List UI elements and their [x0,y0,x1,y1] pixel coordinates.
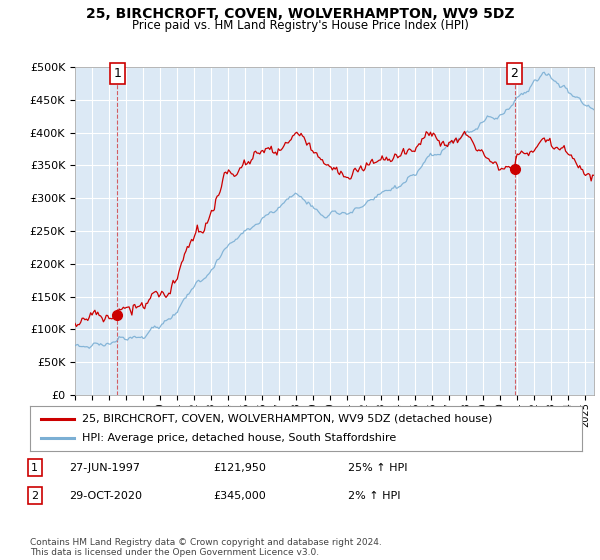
Text: 2: 2 [31,491,38,501]
Text: 27-JUN-1997: 27-JUN-1997 [69,463,140,473]
Text: 29-OCT-2020: 29-OCT-2020 [69,491,142,501]
Text: Price paid vs. HM Land Registry's House Price Index (HPI): Price paid vs. HM Land Registry's House … [131,19,469,32]
Text: 2: 2 [511,67,518,80]
Text: 25, BIRCHCROFT, COVEN, WOLVERHAMPTON, WV9 5DZ (detached house): 25, BIRCHCROFT, COVEN, WOLVERHAMPTON, WV… [82,413,493,423]
Text: 25, BIRCHCROFT, COVEN, WOLVERHAMPTON, WV9 5DZ: 25, BIRCHCROFT, COVEN, WOLVERHAMPTON, WV… [86,7,514,21]
Text: 1: 1 [113,67,121,80]
Text: 1: 1 [31,463,38,473]
Text: £345,000: £345,000 [213,491,266,501]
Text: £121,950: £121,950 [213,463,266,473]
Text: HPI: Average price, detached house, South Staffordshire: HPI: Average price, detached house, Sout… [82,433,397,444]
Text: Contains HM Land Registry data © Crown copyright and database right 2024.
This d: Contains HM Land Registry data © Crown c… [30,538,382,557]
Text: 2% ↑ HPI: 2% ↑ HPI [348,491,401,501]
Text: 25% ↑ HPI: 25% ↑ HPI [348,463,407,473]
